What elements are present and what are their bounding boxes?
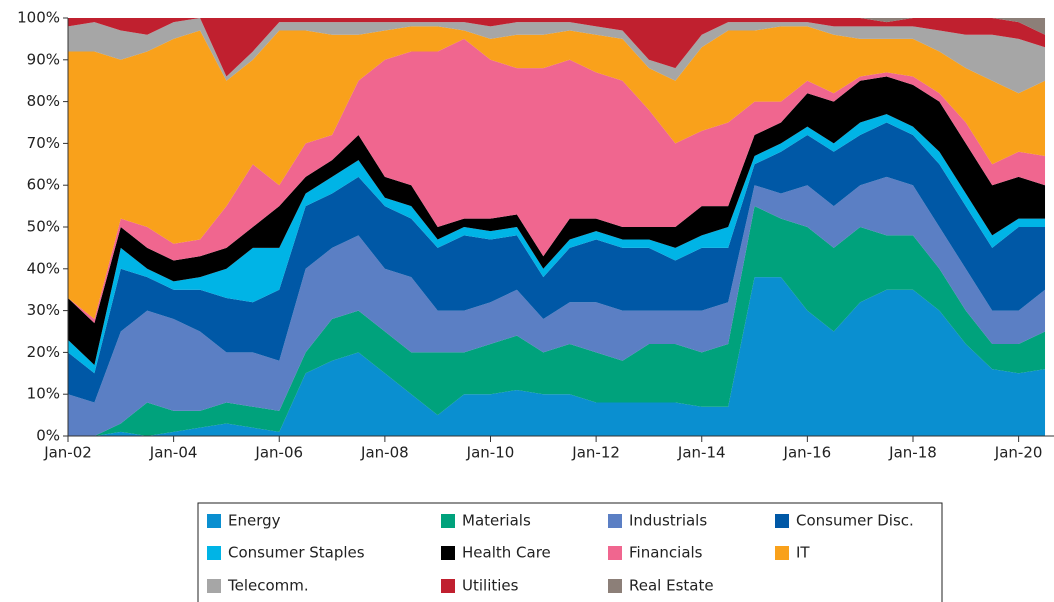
x-tick-label: Jan-06	[254, 444, 303, 462]
x-tick-label: Jan-20	[994, 444, 1043, 462]
area	[68, 76, 1046, 365]
y-tick-label: 80%	[27, 92, 60, 110]
y-tick-label: 30%	[27, 301, 60, 319]
y-tick-label: 60%	[27, 176, 60, 194]
x-tick-label: Jan-12	[571, 444, 620, 462]
legend-label: Consumer Disc.	[796, 512, 914, 530]
x-tick-label: Jan-04	[149, 444, 198, 462]
x-tick-label: Jan-18	[888, 444, 937, 462]
y-tick-label: 50%	[27, 218, 60, 236]
x-tick-label: Jan-14	[677, 444, 726, 462]
legend-swatch	[441, 579, 455, 593]
y-tick-label: 40%	[27, 259, 60, 277]
legend-box	[197, 502, 943, 602]
legend-label: Real Estate	[629, 577, 714, 595]
x-tick-label: Jan-08	[360, 444, 409, 462]
legend-swatch	[441, 514, 455, 528]
legend-label: Materials	[462, 512, 531, 530]
legend-label: Telecomm.	[227, 577, 309, 595]
legend-label: Health Care	[462, 544, 551, 562]
y-tick-label: 90%	[27, 50, 60, 68]
legend-label: Industrials	[629, 512, 707, 530]
area	[68, 18, 1046, 77]
legend-label: IT	[796, 544, 810, 562]
area	[68, 38, 1046, 324]
x-tick-label: Jan-16	[783, 444, 832, 462]
legend-label: Financials	[629, 544, 703, 562]
legend-swatch	[608, 514, 622, 528]
y-tick-label: 0%	[36, 427, 60, 445]
legend-label: Utilities	[462, 577, 519, 595]
area	[68, 26, 1046, 319]
legend-label: Consumer Staples	[228, 544, 365, 562]
area	[68, 277, 1046, 436]
x-tick-label: Jan-10	[466, 444, 515, 462]
area	[68, 206, 1046, 436]
legend-swatch	[608, 579, 622, 593]
y-tick-label: 10%	[27, 385, 60, 403]
y-tick-label: 20%	[27, 343, 60, 361]
legend-label: Energy	[228, 512, 281, 530]
legend-swatch	[207, 546, 221, 560]
legend-swatch	[775, 514, 789, 528]
y-tick-label: 70%	[27, 134, 60, 152]
legend-swatch	[207, 579, 221, 593]
legend-swatch	[608, 546, 622, 560]
y-tick-label: 100%	[17, 9, 60, 27]
legend-swatch	[207, 514, 221, 528]
x-tick-label: Jan-02	[43, 444, 92, 462]
legend-swatch	[441, 546, 455, 560]
legend-swatch	[775, 546, 789, 560]
